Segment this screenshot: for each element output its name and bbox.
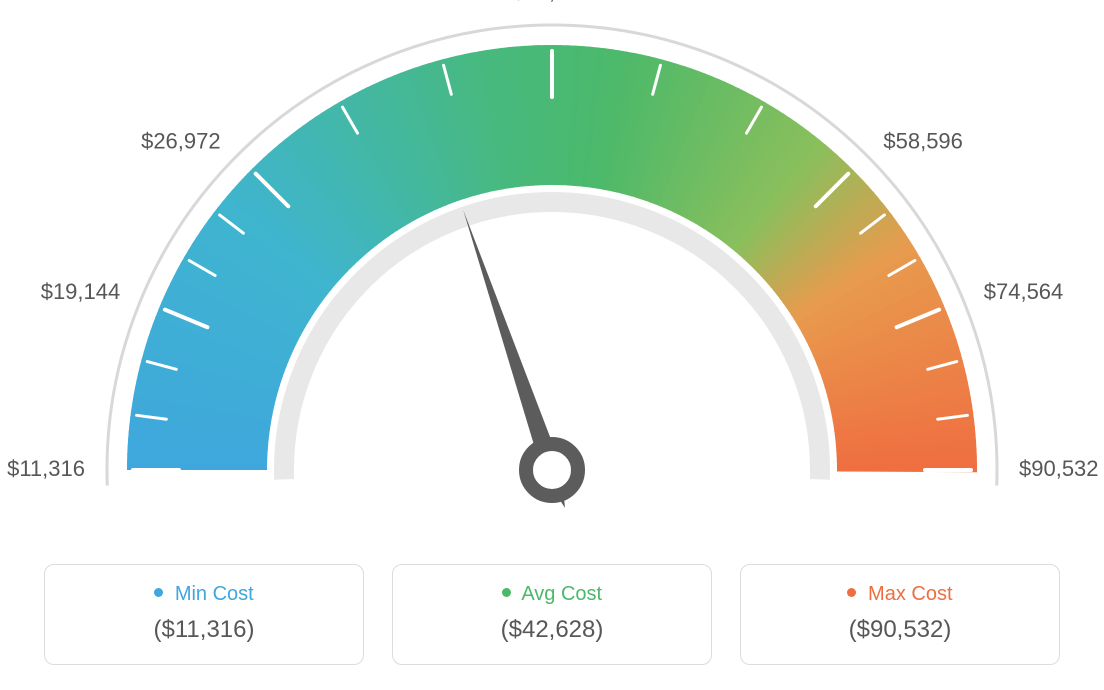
legend-max: Max Cost ($90,532) [740,564,1060,665]
tick-label: $19,144 [41,279,121,304]
legend-row: Min Cost ($11,316) Avg Cost ($42,628) Ma… [0,564,1104,665]
legend-avg: Avg Cost ($42,628) [392,564,712,665]
legend-max-value: ($90,532) [751,616,1049,644]
legend-max-title: Max Cost [751,583,1049,606]
tick-label: $58,596 [883,129,963,154]
legend-max-dot [847,588,856,597]
gauge-band [127,45,977,472]
legend-min: Min Cost ($11,316) [44,564,364,665]
legend-min-title: Min Cost [55,583,353,606]
legend-max-label: Max Cost [868,583,952,605]
tick-label: $26,972 [141,129,221,154]
legend-avg-title: Avg Cost [403,583,701,606]
legend-min-value: ($11,316) [55,616,353,644]
gauge-chart: $11,316 $19,144 $26,972 $42,628 $58,596 $74,5… [0,0,1104,560]
tick-label: $90,532 [1019,456,1099,481]
legend-avg-dot [502,588,511,597]
legend-min-label: Min Cost [175,583,254,605]
tick-label: $74,564 [984,279,1064,304]
legend-avg-label: Avg Cost [521,583,602,605]
gauge-container: $11,316 $19,144 $26,972 $42,628 $58,596 $74,5… [0,0,1104,560]
gauge-hub [526,444,578,496]
legend-min-dot [154,588,163,597]
tick-label: $11,316 [7,456,85,481]
tick-label: $42,628 [512,0,592,4]
legend-avg-value: ($42,628) [403,616,701,644]
